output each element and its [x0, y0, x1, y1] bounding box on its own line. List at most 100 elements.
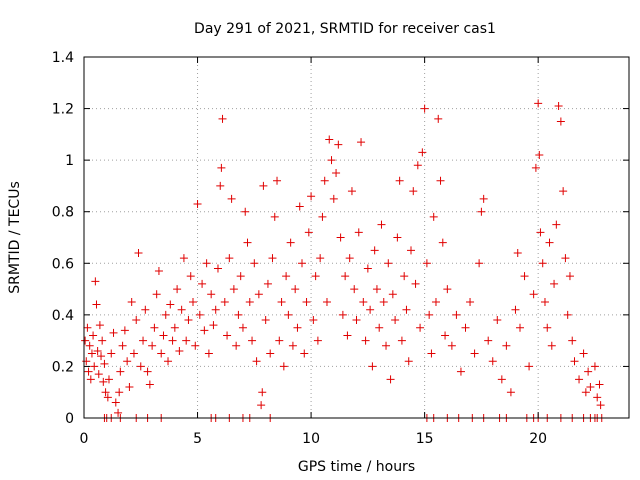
- data-point: [166, 300, 175, 309]
- data-point: [209, 321, 218, 330]
- data-point: [407, 246, 415, 255]
- data-point: [302, 297, 311, 306]
- data-point: [304, 228, 313, 237]
- data-point: [207, 290, 216, 299]
- data-point: [83, 323, 92, 332]
- data-point: [354, 228, 363, 237]
- data-point: [579, 349, 588, 358]
- data-point: [475, 259, 484, 268]
- data-point: [493, 316, 502, 325]
- data-point: [513, 248, 522, 257]
- data-point: [534, 99, 543, 108]
- data-points: [81, 99, 606, 422]
- data-point: [254, 290, 263, 299]
- y-tick-label: 1: [65, 153, 74, 169]
- data-point: [86, 375, 95, 384]
- data-point: [266, 349, 275, 358]
- data-point: [559, 187, 568, 196]
- data-point: [341, 272, 350, 281]
- data-point: [320, 176, 329, 185]
- data-point: [536, 228, 545, 237]
- data-point: [120, 326, 129, 335]
- data-point: [97, 352, 106, 361]
- y-axis-label: SRMTID / TECUs: [7, 181, 23, 294]
- data-point: [300, 349, 309, 358]
- data-point: [139, 336, 148, 345]
- x-tick-label: 0: [80, 431, 89, 447]
- data-point: [322, 297, 331, 306]
- data-point: [132, 316, 141, 325]
- data-point: [431, 297, 440, 306]
- data-point: [311, 272, 320, 281]
- data-point: [336, 233, 345, 242]
- data-point: [461, 323, 470, 332]
- data-point: [384, 259, 393, 268]
- data-point: [334, 140, 343, 149]
- data-point: [556, 117, 565, 126]
- data-point: [538, 259, 547, 268]
- data-point: [217, 163, 226, 172]
- data-point: [568, 336, 577, 345]
- data-point: [338, 310, 347, 319]
- data-point: [411, 279, 420, 288]
- data-point: [177, 305, 186, 314]
- data-point: [456, 367, 465, 376]
- data-point: [511, 305, 520, 314]
- data-point: [195, 310, 204, 319]
- data-point: [441, 331, 450, 340]
- data-point: [204, 349, 213, 358]
- data-point: [282, 272, 291, 281]
- data-point: [488, 357, 497, 366]
- data-point: [429, 212, 438, 221]
- data-point: [570, 357, 579, 366]
- data-point: [550, 279, 559, 288]
- data-point: [243, 238, 252, 247]
- data-point: [366, 305, 375, 314]
- data-point: [363, 264, 372, 273]
- data-point: [581, 388, 590, 397]
- data-point: [189, 297, 197, 306]
- data-point: [535, 150, 544, 159]
- data-point: [191, 341, 200, 350]
- data-point: [391, 316, 400, 325]
- data-point: [595, 380, 604, 389]
- data-point: [547, 341, 556, 350]
- data-point: [520, 272, 529, 281]
- data-point: [94, 370, 103, 379]
- data-point: [85, 341, 94, 350]
- data-point: [293, 323, 302, 332]
- data-point: [84, 367, 93, 376]
- data-point: [193, 199, 202, 208]
- data-point: [248, 336, 257, 345]
- data-point: [150, 323, 159, 332]
- data-point: [350, 285, 359, 294]
- data-point: [275, 336, 284, 345]
- data-point: [388, 290, 397, 299]
- data-point: [261, 316, 270, 325]
- data-point: [236, 272, 245, 281]
- data-point: [114, 408, 123, 417]
- data-point: [327, 156, 336, 165]
- data-point: [252, 357, 261, 366]
- data-point: [295, 202, 304, 211]
- y-tick-label: 1.4: [52, 50, 74, 66]
- data-point: [184, 316, 193, 325]
- data-point: [497, 375, 506, 384]
- data-point: [316, 254, 325, 263]
- data-point: [307, 192, 316, 201]
- data-point: [250, 259, 259, 268]
- data-point: [563, 310, 572, 319]
- data-point: [400, 272, 409, 281]
- data-point: [543, 323, 552, 332]
- data-point: [286, 238, 295, 247]
- data-point: [416, 323, 425, 332]
- data-point: [402, 305, 411, 314]
- data-point: [157, 349, 166, 358]
- grid: [84, 57, 629, 418]
- data-point: [182, 336, 191, 345]
- data-point: [298, 259, 306, 268]
- x-tick-label: 20: [529, 431, 547, 447]
- data-point: [258, 388, 267, 397]
- data-point: [359, 297, 368, 306]
- data-point: [531, 163, 540, 172]
